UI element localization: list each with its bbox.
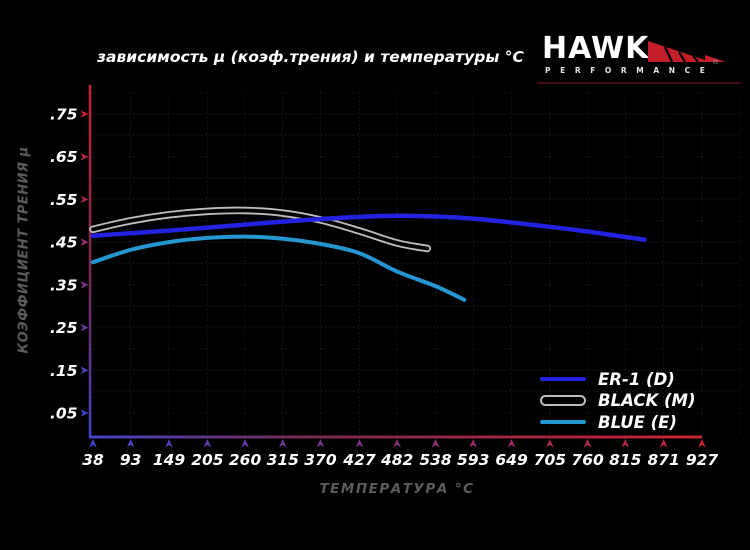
svg-text:482: 482 <box>380 451 413 469</box>
svg-text:.75: .75 <box>50 106 77 124</box>
svg-text:927: 927 <box>686 451 719 469</box>
legend-item-er1: ER-1 (D) <box>540 369 675 389</box>
svg-text:38: 38 <box>82 451 104 469</box>
legend-item-black: BLACK (M) <box>540 390 696 410</box>
legend-label-er1: ER-1 (D) <box>598 369 675 389</box>
registered-trademark-icon: ® <box>712 58 719 66</box>
y-axis-title: КОЭФФИЦИЕНТ ТРЕНИЯ μ <box>16 146 32 354</box>
svg-text:149: 149 <box>153 451 186 469</box>
svg-text:.35: .35 <box>50 276 77 294</box>
legend-label-black: BLACK (M) <box>598 390 696 410</box>
svg-text:.15: .15 <box>50 362 77 380</box>
svg-text:260: 260 <box>229 451 262 469</box>
svg-text:93: 93 <box>120 451 142 469</box>
svg-text:593: 593 <box>457 451 489 469</box>
svg-text:427: 427 <box>342 451 376 469</box>
hawk-wing-icon <box>648 41 726 63</box>
svg-text:.65: .65 <box>50 148 77 166</box>
legend-item-blue: BLUE (E) <box>540 412 677 432</box>
svg-text:.55: .55 <box>50 191 77 209</box>
svg-text:205: 205 <box>191 451 223 469</box>
svg-text:760: 760 <box>571 451 604 469</box>
svg-text:649: 649 <box>495 451 528 469</box>
svg-text:815: 815 <box>609 451 641 469</box>
svg-text:.45: .45 <box>50 234 77 252</box>
legend-swatch-black <box>540 394 586 406</box>
svg-text:315: 315 <box>267 451 299 469</box>
svg-text:370: 370 <box>304 451 337 469</box>
hawk-logo-subtitle: PERFORMANCE <box>545 66 715 75</box>
legend-label-blue: BLUE (E) <box>598 412 677 432</box>
svg-text:.05: .05 <box>50 404 77 422</box>
legend-swatch-er1 <box>540 377 586 381</box>
hawk-logo-wordmark: HAWK <box>542 31 650 66</box>
svg-text:871: 871 <box>647 451 679 469</box>
x-axis-title: ТЕМПЕРАТУРА °C <box>319 481 475 497</box>
legend-swatch-blue <box>540 420 586 424</box>
svg-text:705: 705 <box>534 451 566 469</box>
logo-underline <box>537 82 741 84</box>
svg-text:.25: .25 <box>50 319 77 337</box>
svg-text:538: 538 <box>419 451 452 469</box>
chart-title: зависимость μ (коэф.трения) и температур… <box>97 48 524 66</box>
